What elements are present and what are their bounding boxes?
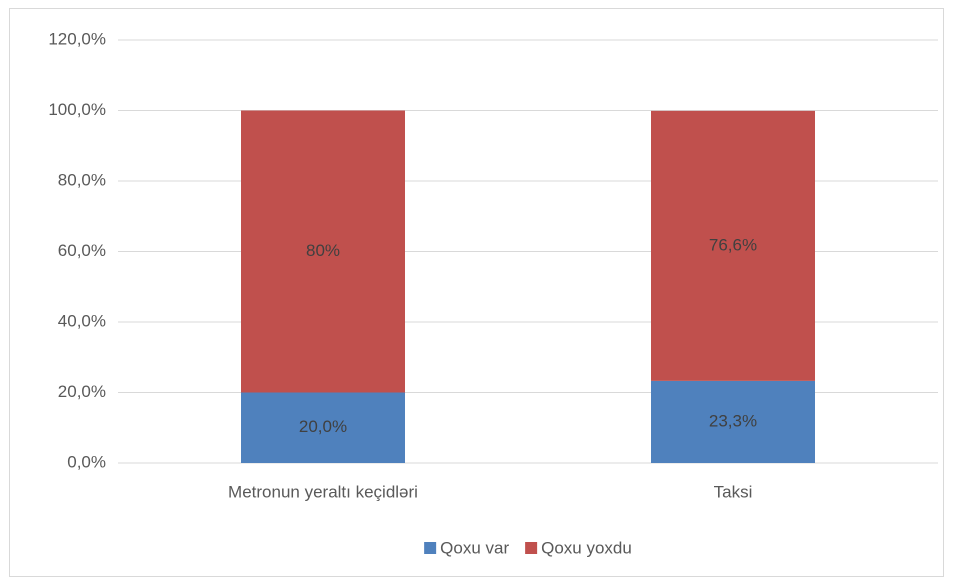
y-tick-label: 120,0% <box>48 29 106 48</box>
y-tick-label: 100,0% <box>48 100 106 119</box>
y-tick-label: 40,0% <box>58 311 106 330</box>
bar-segment <box>651 110 815 381</box>
x-tick-label: Metronun yeraltı keçidləri <box>228 482 418 501</box>
y-tick-label: 20,0% <box>58 382 106 401</box>
legend-label: Qoxu yoxdu <box>541 538 632 557</box>
x-tick-label: Taksi <box>714 482 753 501</box>
y-tick-label: 60,0% <box>58 241 106 260</box>
data-label: 80% <box>306 241 340 260</box>
data-label: 20,0% <box>299 417 347 436</box>
data-label: 23,3% <box>709 411 757 430</box>
bar-segment <box>651 380 815 463</box>
legend-swatch <box>525 542 538 554</box>
legend-label: Qoxu var <box>440 538 509 557</box>
bar-segment <box>241 392 405 463</box>
data-label: 76,6% <box>709 235 757 254</box>
legend-swatch <box>424 542 437 554</box>
bar-segment <box>241 110 405 393</box>
y-tick-label: 0,0% <box>67 452 106 471</box>
y-tick-label: 80,0% <box>58 170 106 189</box>
